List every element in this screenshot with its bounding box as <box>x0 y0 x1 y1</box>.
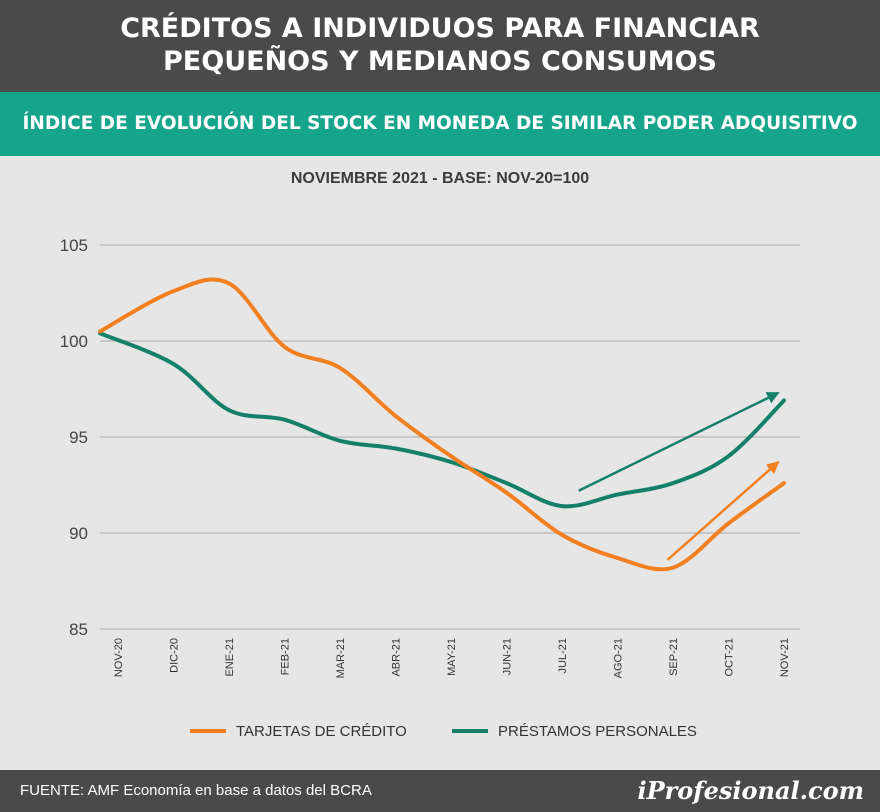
chart-base-note: NOVIEMBRE 2021 - BASE: NOV-20=100 <box>290 170 590 187</box>
legend-label-prestamos: PRÉSTAMOS PERSONALES <box>498 723 697 740</box>
subtitle-band: ÍNDICE DE EVOLUCIÓN DEL STOCK EN MONEDA … <box>0 92 880 156</box>
x-tick-label: NOV-20 <box>113 638 125 677</box>
x-tick-label: NOV-21 <box>779 638 791 677</box>
x-tick-label: ENE-21 <box>224 638 236 677</box>
chart-title-line-1: CRÉDITOS A INDIVIDUOS PARA FINANCIAR <box>120 13 760 44</box>
chart-title-line-2: PEQUEÑOS Y MEDIANOS CONSUMOS <box>163 46 717 77</box>
chart-subtitle-band-text: ÍNDICE DE EVOLUCIÓN DEL STOCK EN MONEDA … <box>22 113 858 134</box>
y-tick-label: 105 <box>60 236 88 255</box>
line-chart: 85 90 95 100 105 NOV-20 DIC-20 ENE-21 FEB-21 MAR-… <box>60 236 800 740</box>
y-tick-label: 100 <box>60 332 88 351</box>
legend-label-tarjetas: TARJETAS DE CRÉDITO <box>236 723 407 740</box>
title-band: CRÉDITOS A INDIVIDUOS PARA FINANCIAR PEQ… <box>0 0 880 92</box>
y-tick-label: 95 <box>69 428 88 447</box>
trend-arrow-tarjetas <box>666 461 780 561</box>
x-tick-label: MAY-21 <box>446 638 458 676</box>
x-tick-label: SEP-21 <box>668 638 680 676</box>
x-tick-label: FEB-21 <box>280 638 292 675</box>
x-tick-label: JUN-21 <box>502 638 514 675</box>
footer: FUENTE: AMF Economía en base a datos del… <box>0 770 880 812</box>
x-tick-label: DIC-20 <box>169 638 181 673</box>
series-line-tarjetas <box>98 277 786 572</box>
x-tick-label: MAR-21 <box>335 638 347 678</box>
y-tick-label: 85 <box>69 620 88 639</box>
trend-arrow-prestamos <box>578 391 780 492</box>
x-tick-label: AGO-21 <box>613 638 625 678</box>
x-tick-label: OCT-21 <box>724 638 736 677</box>
chart-area: NOVIEMBRE 2021 - BASE: NOV-20=100 85 90 95… <box>0 156 880 770</box>
source-note: FUENTE: AMF Economía en base a datos del… <box>20 782 372 799</box>
series-line-prestamos <box>98 331 786 509</box>
x-tick-label: ABR-21 <box>391 638 403 677</box>
x-tick-label: JUL-21 <box>557 638 569 673</box>
y-tick-label: 90 <box>69 524 88 543</box>
brand-logo: iProfesional.com <box>637 776 864 805</box>
